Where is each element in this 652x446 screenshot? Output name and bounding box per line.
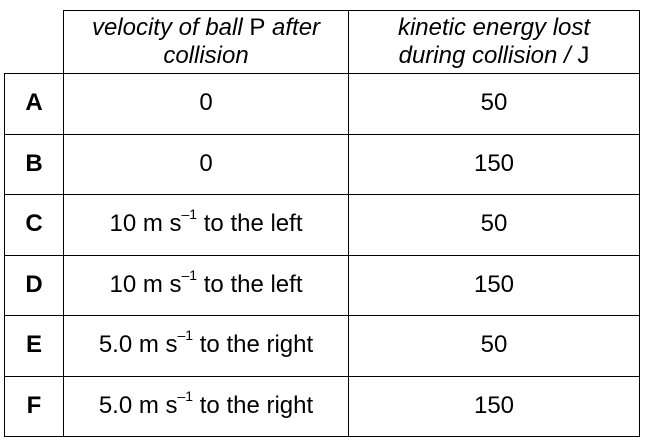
option-letter: E bbox=[4, 315, 64, 377]
energy-cell: 150 bbox=[348, 375, 640, 437]
header-velocity-cell: velocity of ball P after collision bbox=[63, 10, 349, 74]
option-letter: B bbox=[4, 133, 64, 195]
option-row-c: C 10 m s–1 to the left 50 bbox=[4, 194, 640, 256]
header-energy-line2: during collision / J bbox=[398, 42, 590, 69]
velocity-cell: 5.0 m s–1 to the right bbox=[63, 375, 349, 437]
option-row-f: F 5.0 m s–1 to the right 150 bbox=[4, 375, 640, 437]
header-corner-cell bbox=[4, 10, 64, 74]
option-row-b: B 0 150 bbox=[4, 133, 640, 195]
option-letter: C bbox=[4, 194, 64, 256]
velocity-cell: 10 m s–1 to the left bbox=[63, 254, 349, 316]
header-row: velocity of ball P after collision kinet… bbox=[4, 10, 640, 74]
velocity-cell: 0 bbox=[63, 133, 349, 195]
option-row-e: E 5.0 m s–1 to the right 50 bbox=[4, 315, 640, 377]
option-letter: A bbox=[4, 73, 64, 135]
velocity-cell: 5.0 m s–1 to the right bbox=[63, 315, 349, 377]
velocity-cell: 0 bbox=[63, 73, 349, 135]
answer-options-table: velocity of ball P after collision kinet… bbox=[4, 10, 640, 437]
velocity-cell: 10 m s–1 to the left bbox=[63, 194, 349, 256]
energy-cell: 50 bbox=[348, 315, 640, 377]
header-velocity-line1: velocity of ball P after bbox=[91, 14, 321, 41]
energy-cell: 50 bbox=[348, 194, 640, 256]
energy-cell: 50 bbox=[348, 73, 640, 135]
option-row-a: A 0 50 bbox=[4, 73, 640, 135]
option-letter: D bbox=[4, 254, 64, 316]
option-row-d: D 10 m s–1 to the left 150 bbox=[4, 254, 640, 316]
header-velocity-line2: collision bbox=[163, 42, 249, 69]
header-energy-line1: kinetic energy lost bbox=[397, 14, 591, 41]
header-energy-cell: kinetic energy lost during collision / J bbox=[348, 10, 640, 74]
option-letter: F bbox=[4, 375, 64, 437]
energy-cell: 150 bbox=[348, 133, 640, 195]
energy-cell: 150 bbox=[348, 254, 640, 316]
